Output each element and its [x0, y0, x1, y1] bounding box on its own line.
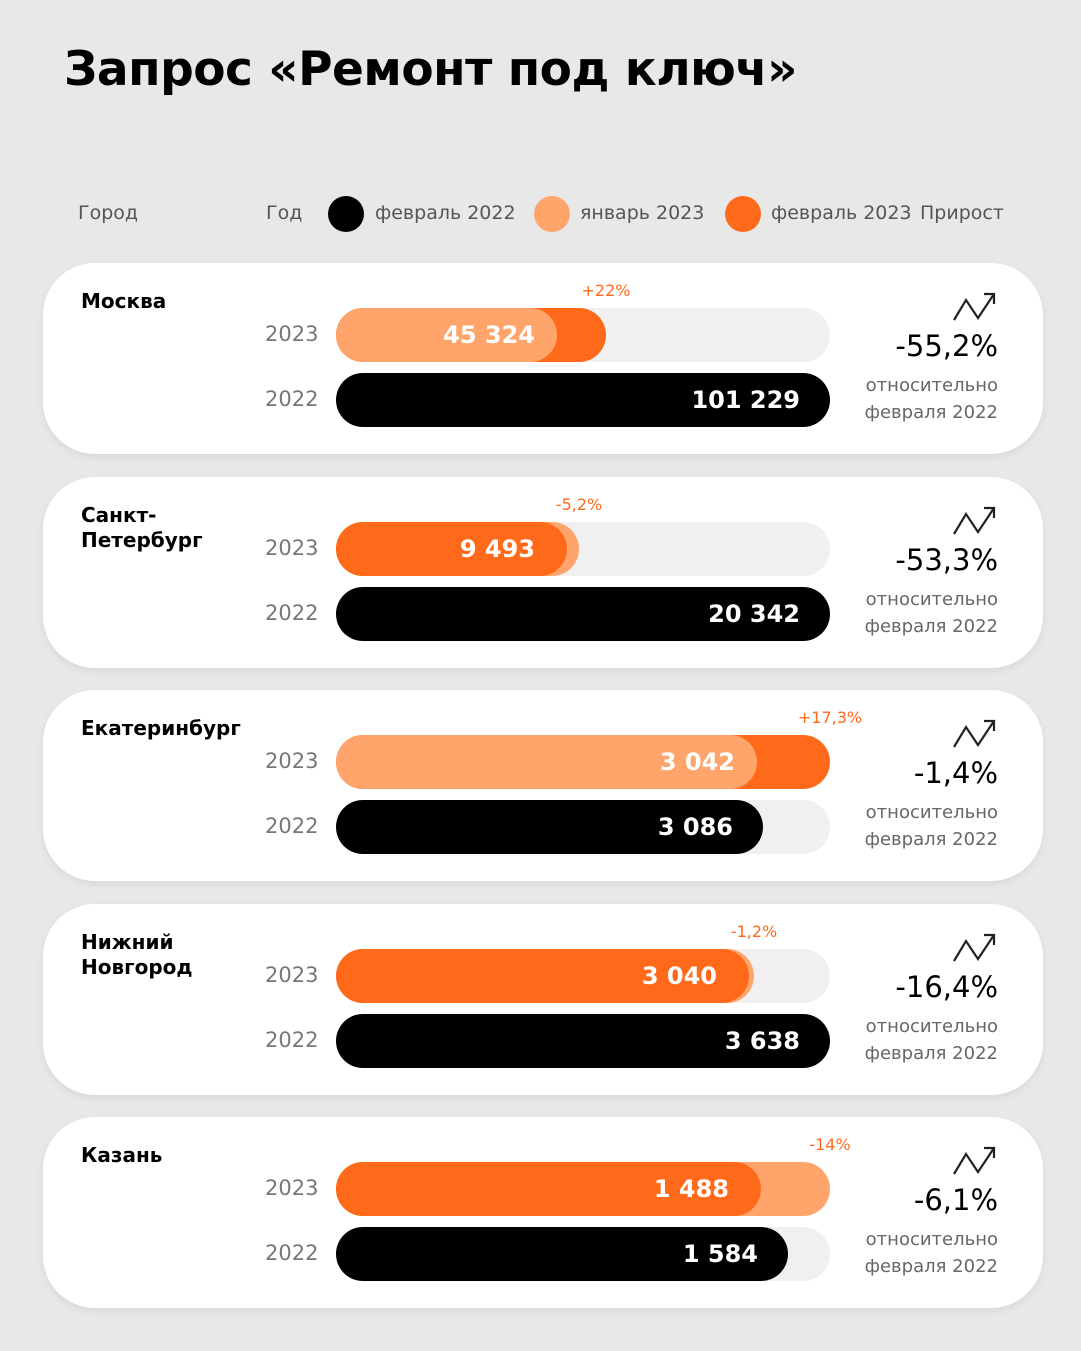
track-2023: 3 040 — [336, 949, 830, 1003]
value-label-2022: 1 584 — [682, 1240, 758, 1268]
value-label-2023: 3 042 — [659, 748, 735, 776]
city-name: Москва — [81, 289, 167, 313]
bar-feb2023 — [336, 1162, 761, 1216]
bar-feb2022 — [336, 800, 763, 854]
track-2023: 1 488 — [336, 1162, 830, 1216]
city-name: Казань — [81, 1143, 163, 1167]
value-label-2023: 1 488 — [653, 1175, 729, 1203]
track-2023: 9 493 — [336, 522, 830, 576]
track-2023: 45 324 — [336, 308, 830, 362]
legend-dot-jan2023 — [534, 196, 570, 232]
trend-up-icon — [953, 506, 996, 535]
track-2022: 3 086 — [336, 800, 830, 854]
track-2023: 3 042 — [336, 735, 830, 789]
legend-city-header: Город — [78, 202, 139, 224]
legend-label-feb2022: февраль 2022 — [375, 202, 516, 224]
legend-dot-feb2023 — [725, 196, 761, 232]
legend: Город Год февраль 2022 январь 2023 февра… — [0, 190, 1081, 238]
growth-note: относительно февраля 2022 — [864, 589, 998, 637]
value-label-2022: 101 229 — [691, 386, 800, 414]
bar-feb2022 — [336, 1227, 788, 1281]
growth-value: -16,4% — [895, 970, 998, 1004]
track-2022: 20 342 — [336, 587, 830, 641]
value-label-2022: 3 086 — [657, 813, 733, 841]
city-name: Нижний Новгород — [81, 930, 193, 979]
delta-label: -14% — [809, 1135, 851, 1154]
year-label-2022: 2022 — [265, 601, 319, 625]
value-label-2023: 3 040 — [641, 962, 717, 990]
city-card: Москва 2023 2022 45 324 +22% 101 229 -55,2% отн… — [43, 263, 1043, 454]
growth-note: относительно февраля 2022 — [864, 1016, 998, 1064]
year-label-2023: 2023 — [265, 1176, 319, 1200]
value-label-2023: 9 493 — [459, 535, 535, 563]
trend-up-icon — [953, 719, 996, 748]
year-label-2022: 2022 — [265, 814, 319, 838]
bar-feb2022 — [336, 587, 830, 641]
year-label-2023: 2023 — [265, 536, 319, 560]
bar-feb2023 — [336, 522, 567, 576]
page-title: Запрос «Ремонт под ключ» — [64, 42, 797, 97]
bar-jan2023 — [336, 308, 557, 362]
city-name: Санкт- Петербург — [81, 503, 203, 552]
year-label-2023: 2023 — [265, 963, 319, 987]
value-label-2022: 3 638 — [724, 1027, 800, 1055]
growth-value: -55,2% — [895, 329, 998, 363]
legend-year-header: Год — [266, 202, 303, 224]
track-2022: 1 584 — [336, 1227, 830, 1281]
track-2022: 3 638 — [336, 1014, 830, 1068]
bar-jan2023 — [336, 735, 757, 789]
value-label-2023: 45 324 — [443, 321, 535, 349]
city-card: Екатеринбург 2023 2022 3 042 +17,3% 3 086 -1,4… — [43, 690, 1043, 881]
delta-label: -5,2% — [555, 495, 603, 514]
track-2022: 101 229 — [336, 373, 830, 427]
year-label-2023: 2023 — [265, 322, 319, 346]
bar-feb2023 — [336, 949, 749, 1003]
legend-label-feb2023: февраль 2023 — [771, 202, 912, 224]
growth-note: относительно февраля 2022 — [864, 1229, 998, 1277]
delta-label: -1,2% — [730, 922, 778, 941]
growth-note: относительно февраля 2022 — [864, 375, 998, 423]
delta-label: +22% — [581, 281, 631, 300]
trend-up-icon — [953, 292, 996, 321]
trend-up-icon — [953, 1146, 996, 1175]
legend-dot-feb2022 — [328, 196, 364, 232]
growth-value: -53,3% — [895, 543, 998, 577]
city-card: Нижний Новгород 2023 2022 3 040 -1,2% 3 638 -1… — [43, 904, 1043, 1095]
legend-growth-header: Прирост — [920, 202, 1004, 224]
city-name: Екатеринбург — [81, 716, 241, 740]
legend-label-jan2023: январь 2023 — [580, 202, 705, 224]
trend-up-icon — [953, 933, 996, 962]
bar-feb2022 — [336, 373, 830, 427]
growth-value: -1,4% — [913, 756, 998, 790]
value-label-2022: 20 342 — [708, 600, 800, 628]
delta-label: +17,3% — [797, 708, 863, 727]
bar-feb2022 — [336, 1014, 830, 1068]
city-card: Казань 2023 2022 1 488 -14% 1 584 -6,1% относит… — [43, 1117, 1043, 1308]
year-label-2022: 2022 — [265, 387, 319, 411]
year-label-2022: 2022 — [265, 1028, 319, 1052]
year-label-2023: 2023 — [265, 749, 319, 773]
year-label-2022: 2022 — [265, 1241, 319, 1265]
growth-note: относительно февраля 2022 — [864, 802, 998, 850]
growth-value: -6,1% — [913, 1183, 998, 1217]
city-card: Санкт- Петербург 2023 2022 9 493 -5,2% 20 342… — [43, 477, 1043, 668]
